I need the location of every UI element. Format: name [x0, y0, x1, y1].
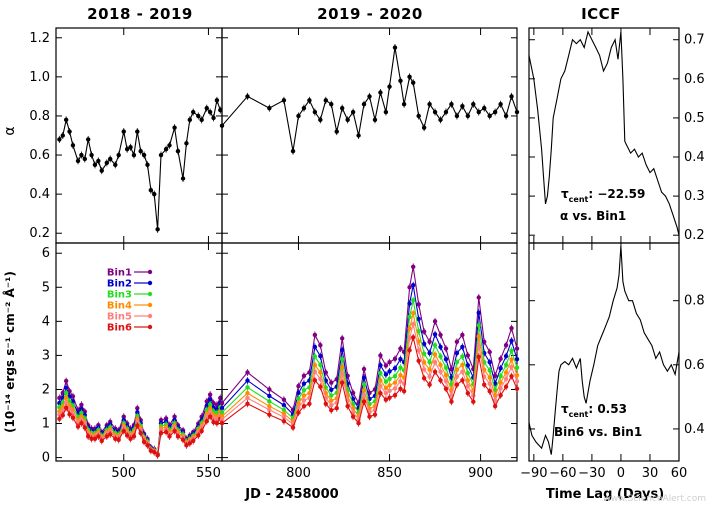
x-tick-label: −30	[578, 466, 605, 481]
x-tick-label: −90	[520, 466, 547, 481]
x-tick-label: 550	[196, 466, 221, 481]
alpha-2019-panel	[219, 27, 520, 244]
y-tick-label: 0.2	[684, 228, 705, 243]
flux-2019-panel: 800 850 900	[219, 242, 520, 481]
y-tick-label: 0.8	[29, 109, 50, 124]
y-tick-label: 1	[42, 417, 50, 432]
x-tick-label: 60	[671, 466, 688, 481]
y-tick-label: 0.4	[684, 422, 705, 437]
x-tick-label: 500	[111, 466, 136, 481]
legend-label-bin1: Bin1	[107, 268, 132, 279]
alpha-axis-label: α	[2, 126, 18, 135]
title-middle: 2019 - 2020	[317, 5, 423, 23]
y-tick-label: 0.2	[29, 226, 50, 241]
y-tick-label: 0.8	[684, 294, 705, 309]
x-tick-label: 800	[286, 466, 311, 481]
alpha-series-line	[58, 98, 221, 230]
y-tick-label: 0.7	[684, 33, 705, 48]
legend-marker-bin3	[147, 291, 153, 297]
legend-marker-bin1	[147, 269, 153, 275]
legend-marker-bin4	[147, 302, 153, 308]
title-left: 2018 - 2019	[87, 5, 193, 23]
flux-2018-panel: 500 550 0 1 2 3 4 5 6	[42, 242, 223, 481]
y-tick-label: 5	[42, 280, 50, 295]
y-tick-label: 0	[42, 451, 50, 466]
flux-axis-label: (10⁻¹⁴ ergs s⁻¹ cm⁻² Å⁻¹)	[2, 271, 17, 433]
y-tick-label: 0.4	[684, 150, 705, 165]
y-tick-label: 0.3	[684, 189, 705, 204]
iccf-alpha-panel: 0.2 0.3 0.4 0.5 0.6 0.7	[528, 27, 705, 244]
y-tick-label: 0.4	[29, 187, 50, 202]
iccf-bin-curve-line	[528, 246, 680, 455]
x-tick-label: −60	[549, 466, 576, 481]
top-tau-annotation: τcent: −22.59	[561, 187, 645, 204]
y-tick-label: 1.0	[29, 70, 50, 85]
lag-axis-label: Time Lag (Days)	[546, 487, 664, 502]
panel-frame	[221, 27, 518, 244]
watermark: www.ScienceAlert.com	[603, 494, 706, 504]
bottom-pair-annotation: Bin6 vs. Bin1	[554, 425, 642, 439]
y-tick-label: 0.6	[684, 72, 705, 87]
jd-axis-label: JD - 2458000	[244, 487, 338, 502]
alpha-2018-panel: 0.2 0.4 0.6 0.8 1.0 1.2	[29, 27, 223, 244]
y-tick-label: 1.2	[29, 31, 50, 46]
x-tick-label: 900	[468, 466, 493, 481]
legend-label-bin4: Bin4	[107, 301, 132, 312]
bottom-tau-annotation: τcent: 0.53	[561, 402, 627, 419]
legend-marker-bin2	[147, 280, 153, 286]
top-tau-symbol: τ	[561, 187, 569, 201]
x-tick-label: 850	[377, 466, 402, 481]
legend-label-bin6: Bin6	[107, 323, 132, 334]
x-tick-label: 0	[617, 466, 625, 481]
legend-label-bin5: Bin5	[107, 312, 132, 323]
top-tau-value: : −22.59	[588, 187, 645, 201]
top-pair-annotation: α vs. Bin1	[560, 209, 626, 223]
legend-marker-bin5	[147, 313, 153, 319]
legend-marker-bin6	[147, 324, 153, 330]
panel-frame	[221, 242, 518, 462]
y-tick-label: 2	[42, 382, 50, 397]
title-right: ICCF	[581, 5, 621, 23]
panel-frame	[55, 27, 223, 244]
x-tick-label: 30	[642, 466, 659, 481]
bottom-tau-subscript: cent	[569, 410, 589, 419]
legend-label-bin2: Bin2	[107, 279, 132, 290]
y-tick-label: 0.5	[684, 111, 705, 126]
y-tick-label: 3	[42, 348, 50, 363]
legend-label-bin3: Bin3	[107, 290, 132, 301]
top-tau-subscript: cent	[569, 195, 589, 204]
iccf-bin-panel: −90 −60 −30 0 30 60 0.4 0.6 0.8	[520, 242, 705, 481]
y-tick-label: 0.6	[684, 358, 705, 373]
iccf-alpha-curve-line	[528, 30, 680, 236]
y-tick-label: 6	[42, 246, 50, 261]
bottom-tau-symbol: τ	[561, 402, 569, 416]
y-tick-label: 4	[42, 314, 50, 329]
bottom-tau-value: : 0.53	[588, 402, 627, 416]
y-tick-label: 0.6	[29, 148, 50, 163]
